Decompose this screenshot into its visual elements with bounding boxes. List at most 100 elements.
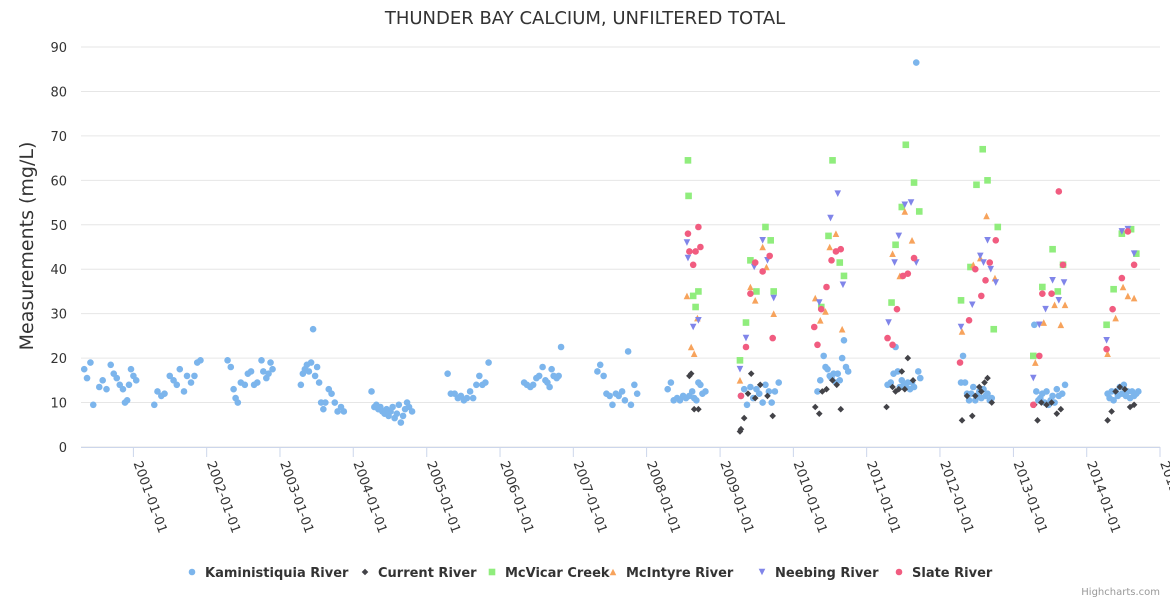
data-point[interactable] [685,192,692,200]
data-point[interactable] [80,365,88,373]
data-point[interactable] [988,399,996,406]
data-point[interactable] [1036,352,1043,360]
data-point[interactable] [889,250,896,257]
data-point[interactable] [834,190,842,197]
data-point[interactable] [119,385,127,393]
data-point[interactable] [618,388,626,395]
data-point[interactable] [692,248,699,255]
data-point[interactable] [984,177,991,184]
data-point[interactable] [1110,397,1117,404]
data-point[interactable] [687,343,695,351]
data-point[interactable] [692,303,699,311]
data-point[interactable] [816,317,824,324]
data-point[interactable] [983,212,990,220]
data-point[interactable] [269,365,276,373]
data-point[interactable] [1057,321,1065,329]
data-point[interactable] [1055,297,1063,304]
data-point[interactable] [815,299,823,306]
data-point[interactable] [904,270,912,277]
data-point[interactable] [166,372,174,380]
data-point[interactable] [889,341,896,349]
data-point[interactable] [990,325,998,333]
data-point[interactable] [775,379,783,386]
data-point[interactable] [1110,285,1117,293]
data-point[interactable] [600,372,607,380]
data-point[interactable] [125,381,133,389]
data-point[interactable] [838,354,846,362]
data-point[interactable] [827,214,834,222]
data-point[interactable] [891,259,898,266]
data-point[interactable] [389,403,396,411]
data-point[interactable] [967,263,974,271]
data-point[interactable] [539,363,546,371]
data-point[interactable] [609,401,616,409]
data-point[interactable] [615,392,622,400]
data-point[interactable] [980,259,987,266]
data-point[interactable] [476,372,483,380]
data-point[interactable] [529,381,537,389]
data-point[interactable] [695,223,702,231]
data-point[interactable] [981,379,988,386]
data-point[interactable] [751,259,759,266]
data-point[interactable] [901,385,909,393]
data-point[interactable] [1058,390,1066,397]
data-point[interactable] [1042,305,1049,313]
legend-item-slate-river[interactable]: Slate River [895,566,993,581]
data-point[interactable] [535,372,543,380]
data-point[interactable] [965,317,973,324]
data-point[interactable] [689,261,697,269]
data-point[interactable] [914,368,922,375]
data-point[interactable] [971,265,979,273]
data-point[interactable] [901,208,909,215]
data-point[interactable] [816,377,824,384]
data-point[interactable] [982,277,989,284]
data-point[interactable] [695,405,702,413]
data-point[interactable] [832,230,840,237]
data-point[interactable] [1033,388,1040,395]
data-point[interactable] [687,370,695,377]
data-point[interactable] [596,361,604,369]
data-point[interactable] [984,390,991,397]
data-point[interactable] [247,368,255,375]
data-point[interactable] [829,157,836,164]
data-point[interactable] [825,232,832,240]
data-point[interactable] [751,297,759,304]
data-point[interactable] [836,259,844,266]
data-point[interactable] [1034,417,1041,424]
data-point[interactable] [173,381,181,389]
data-point[interactable] [759,237,766,244]
data-point[interactable] [689,292,697,300]
data-point[interactable] [234,399,242,406]
data-point[interactable] [844,368,852,375]
data-point[interactable] [132,377,140,384]
data-point[interactable] [1130,261,1138,269]
data-point[interactable] [1054,288,1062,295]
data-point[interactable] [1112,388,1119,395]
data-point[interactable] [667,379,675,386]
data-point[interactable] [695,317,702,324]
data-point[interactable] [971,392,979,400]
data-point[interactable] [557,343,565,351]
data-point[interactable] [904,354,912,362]
data-point[interactable] [747,257,754,264]
data-point[interactable] [473,381,480,389]
data-point[interactable] [307,359,315,366]
data-point[interactable] [1048,290,1055,297]
data-point[interactable] [1124,292,1132,300]
data-point[interactable] [957,323,965,331]
data-point[interactable] [1043,401,1050,409]
data-point[interactable] [884,334,891,342]
data-point[interactable] [743,401,751,409]
data-point[interactable] [988,394,996,402]
data-point[interactable] [161,390,168,397]
data-point[interactable] [624,348,632,355]
data-point[interactable] [737,392,745,400]
data-point[interactable] [260,368,267,375]
data-point[interactable] [684,230,692,237]
data-point[interactable] [770,310,777,317]
data-point[interactable] [755,390,763,397]
data-point[interactable] [814,341,821,349]
data-point[interactable] [1124,228,1132,235]
data-point[interactable] [320,405,327,413]
data-point[interactable] [485,359,492,366]
